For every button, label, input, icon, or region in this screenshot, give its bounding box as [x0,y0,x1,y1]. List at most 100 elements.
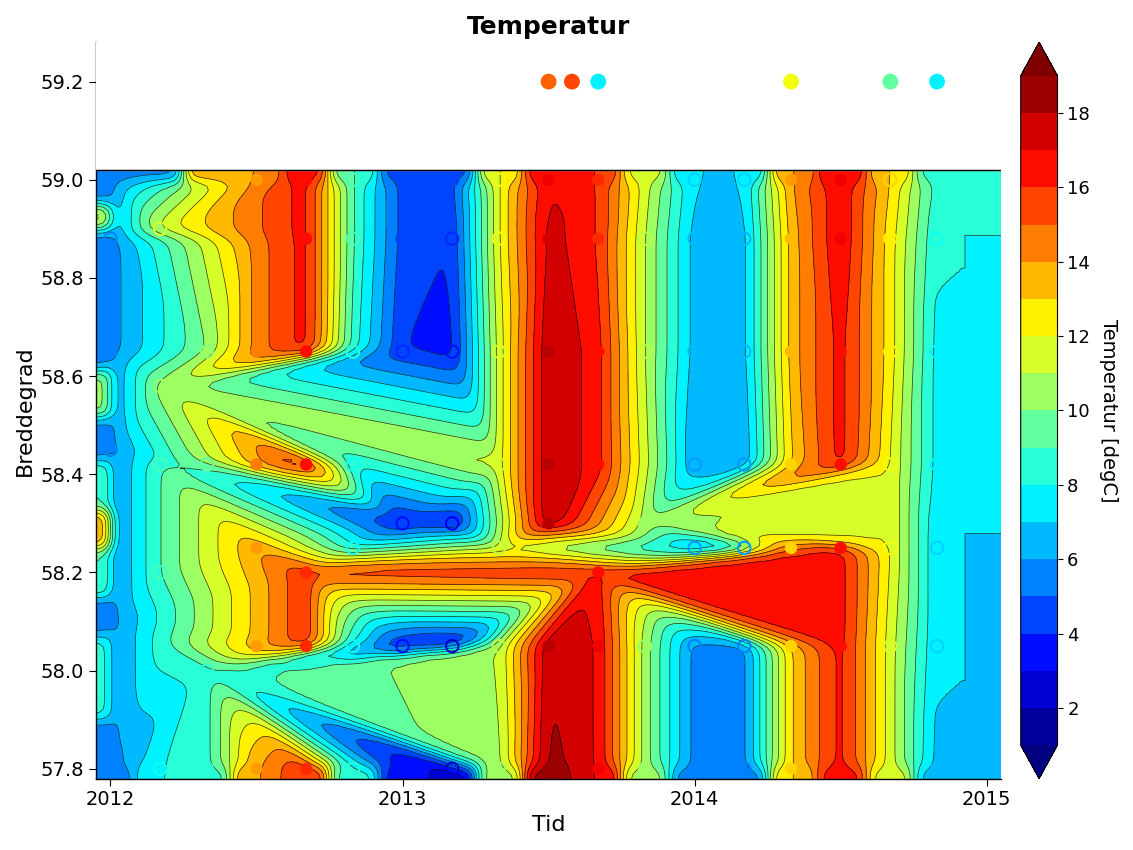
Point [101,762,119,775]
Point [589,565,607,579]
Point [539,173,557,187]
Point [928,173,946,187]
Y-axis label: Temperatur [degC]: Temperatur [degC] [1099,319,1118,502]
Point [881,173,900,187]
Point [101,232,119,246]
Point [151,565,169,579]
Point [101,345,119,359]
Point [782,173,800,187]
Point [151,379,169,393]
Point [539,232,557,246]
Point [832,457,850,471]
Y-axis label: Breddegrad: Breddegrad [15,345,35,476]
Point [101,615,119,628]
Point [928,232,946,246]
Point [928,541,946,555]
Point [881,762,900,775]
Point [489,541,508,555]
Point [589,345,607,359]
Point [636,232,654,246]
Point [489,639,508,653]
Point [685,457,704,471]
Point [443,517,461,530]
Point [343,345,361,359]
Point [297,345,315,359]
Point [443,639,461,653]
Point [735,762,753,775]
Point [343,762,361,775]
Point [539,639,557,653]
Point [735,232,753,246]
Point [247,345,265,359]
X-axis label: Tid: Tid [531,815,565,835]
Point [297,173,315,187]
Point [685,541,704,555]
Point [782,639,800,653]
Point [489,173,508,187]
Point [881,639,900,653]
Point [636,762,654,775]
Point [832,639,850,653]
Point [247,232,265,246]
Point [539,517,557,530]
Point [198,345,216,359]
PathPatch shape [1021,745,1057,779]
Point [489,762,508,775]
Point [928,457,946,471]
Point [393,639,411,653]
Point [685,173,704,187]
Point [297,232,315,246]
Point [928,639,946,653]
Point [151,762,169,775]
Point [735,639,753,653]
Point [297,639,315,653]
Point [735,173,753,187]
Point [782,345,800,359]
Point [928,762,946,775]
Point [685,345,704,359]
Point [782,762,800,775]
Point [393,173,411,187]
Point [881,345,900,359]
Point [101,173,119,187]
Point [247,541,265,555]
Point [782,541,800,555]
Point [589,75,607,88]
Point [198,457,216,471]
Point [539,345,557,359]
Point [247,639,265,653]
Point [539,75,557,88]
Point [928,345,946,359]
Point [393,345,411,359]
Point [247,762,265,775]
Point [393,762,411,775]
PathPatch shape [1021,42,1057,76]
Point [832,762,850,775]
Title: Temperatur: Temperatur [467,15,630,39]
Point [393,232,411,246]
Point [151,457,169,471]
Point [393,517,411,530]
Point [685,232,704,246]
Point [735,457,753,471]
Point [101,443,119,456]
Point [832,232,850,246]
Point [343,173,361,187]
Point [735,345,753,359]
Point [343,541,361,555]
Point [539,457,557,471]
Point [928,75,946,88]
Point [343,457,361,471]
Point [443,173,461,187]
Point [782,75,800,88]
Point [589,232,607,246]
Point [782,232,800,246]
Point [443,345,461,359]
Point [297,762,315,775]
Point [489,232,508,246]
Point [881,232,900,246]
Point [782,457,800,471]
Point [589,639,607,653]
Point [832,345,850,359]
Point [636,345,654,359]
